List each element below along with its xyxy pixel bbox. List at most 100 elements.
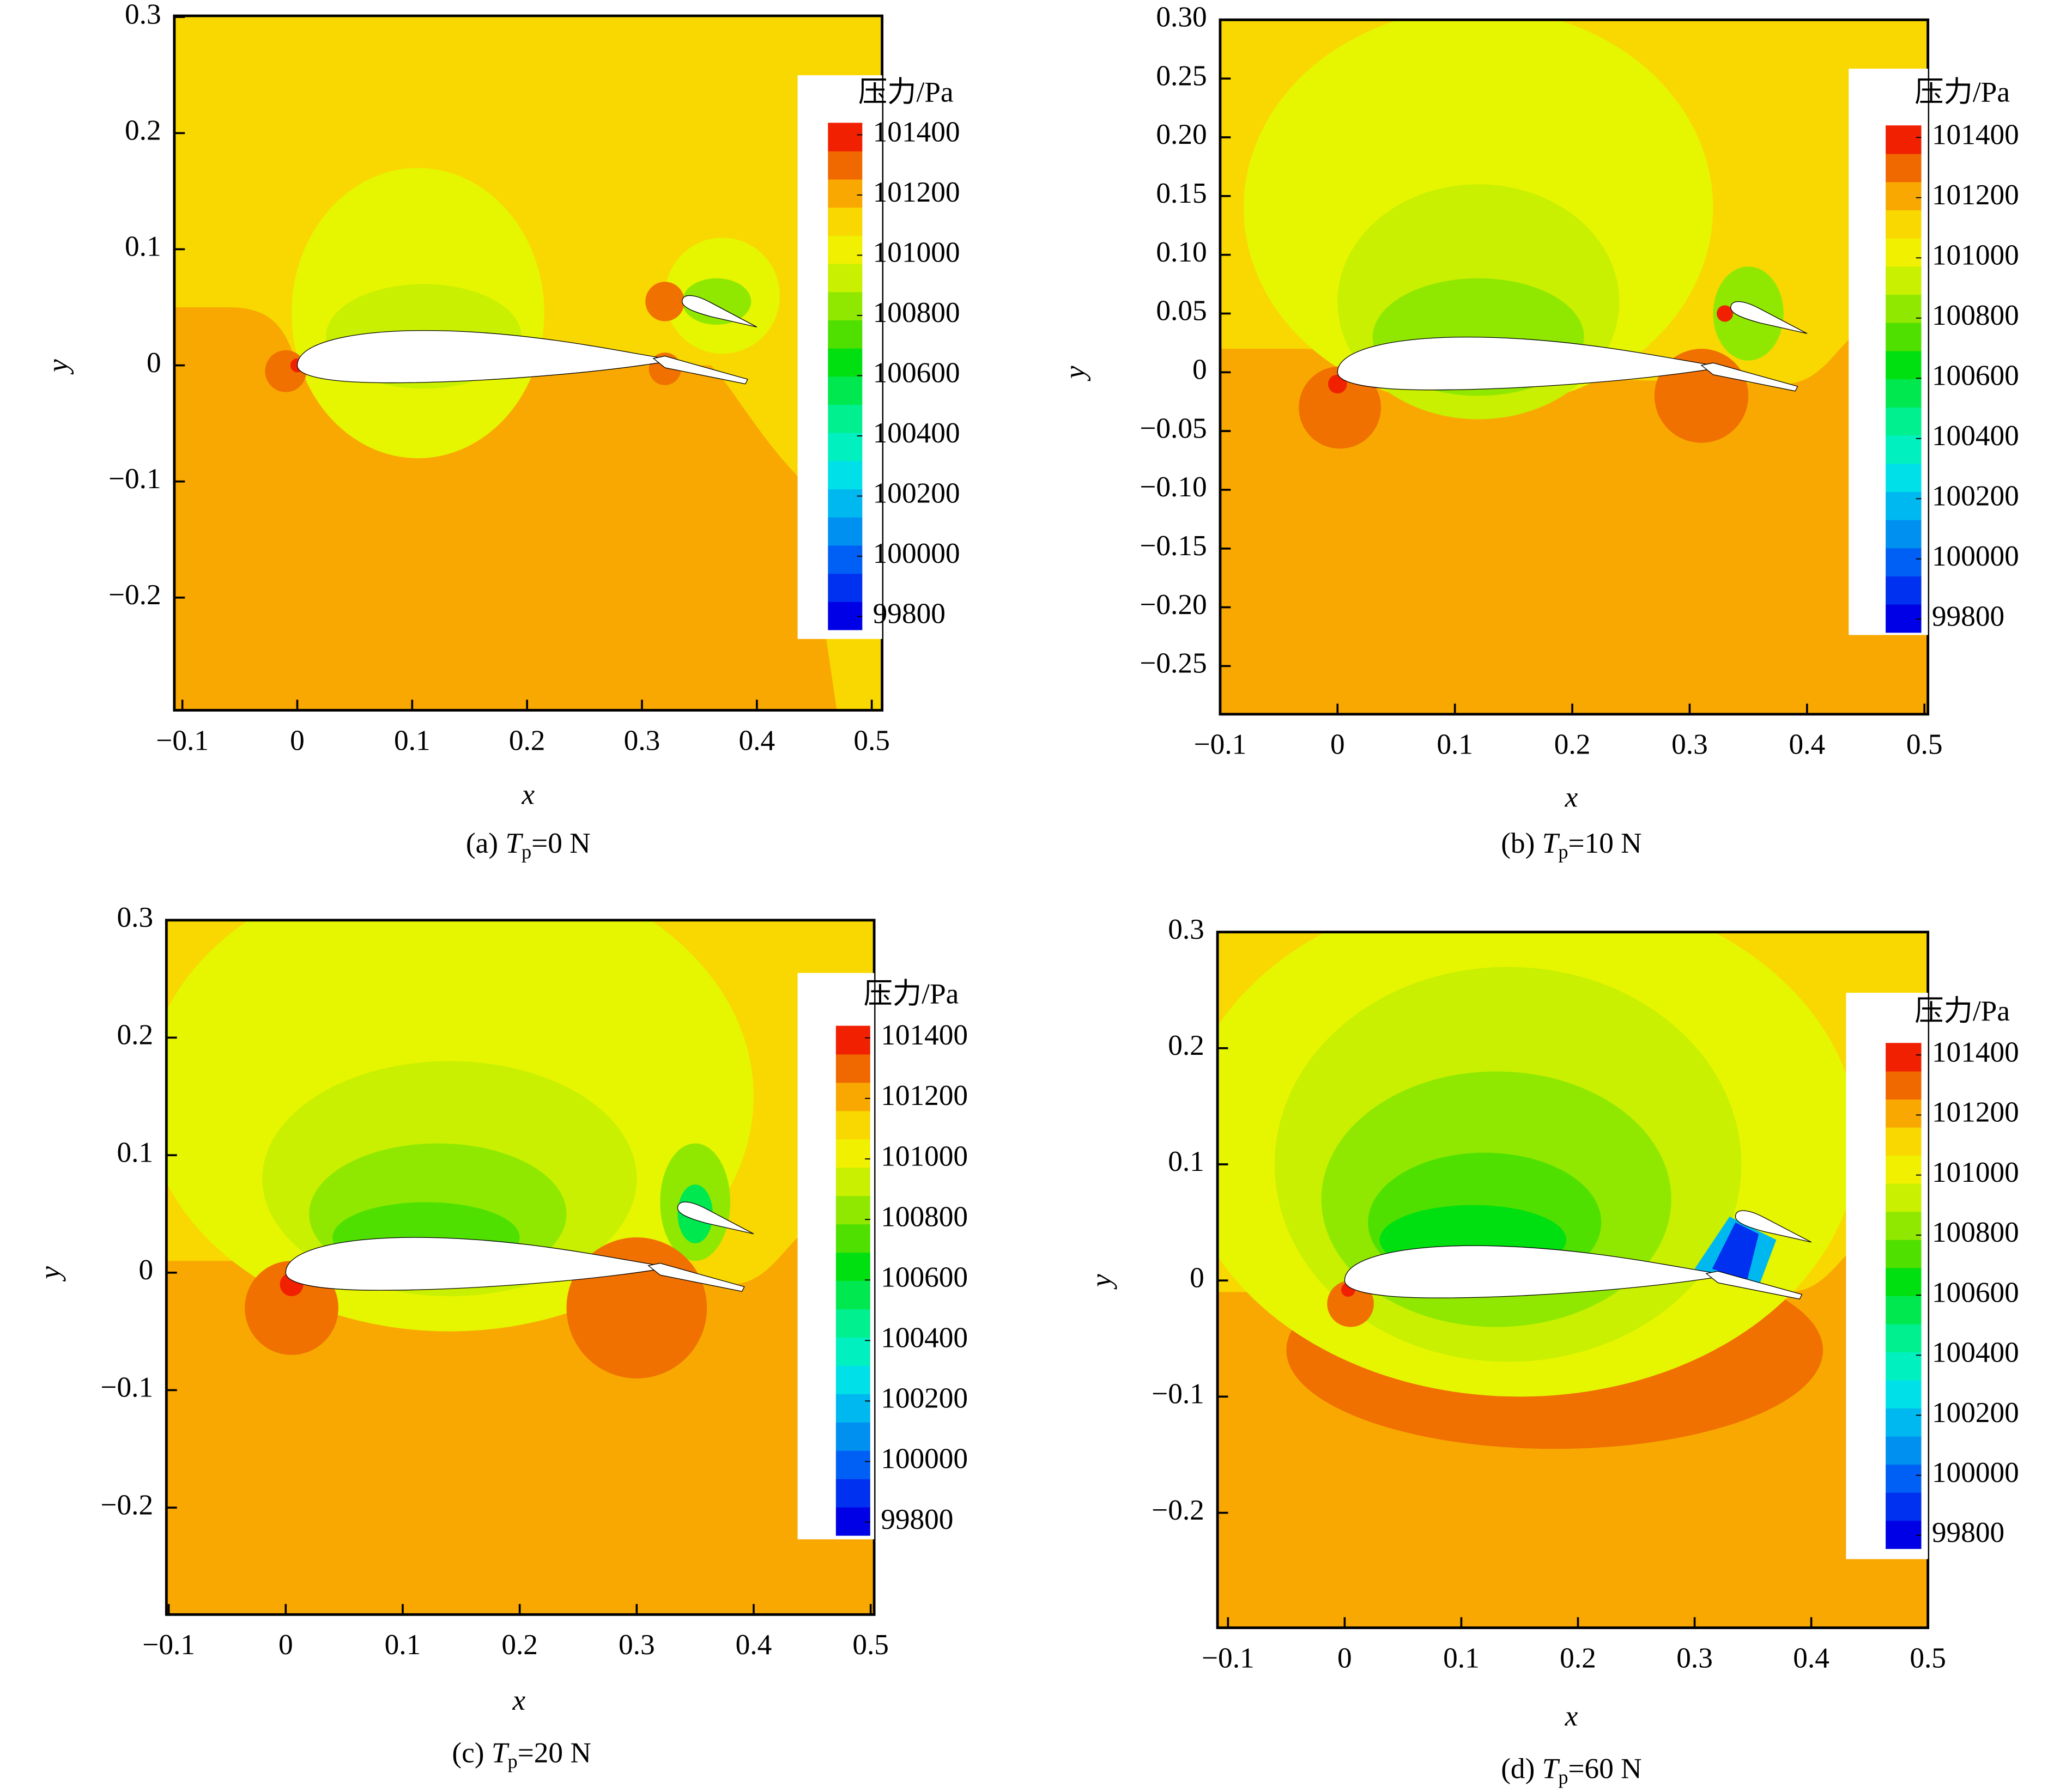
colorbar-band <box>828 404 863 433</box>
y-tick-label: 0.1 <box>117 1136 153 1168</box>
caption-prefix: (c) <box>452 1737 491 1769</box>
y-tick-label: 0.3 <box>125 0 161 30</box>
field-clip <box>1217 932 1928 1628</box>
x-axis-label: x <box>521 779 535 811</box>
y-tick-label: 0.05 <box>1156 295 1207 327</box>
colorbar-tick-label: 100600 <box>1932 1276 2019 1308</box>
colorbar-band <box>835 1479 870 1508</box>
colorbar-tick-label: 101000 <box>1932 239 2019 271</box>
caption: (d) Tp=60 N <box>1501 1753 1641 1789</box>
caption-prefix: (b) <box>1501 827 1542 859</box>
colorbar-band <box>1886 548 1922 576</box>
x-axis-label: x <box>1565 1700 1578 1732</box>
colorbar-band <box>828 291 863 320</box>
colorbar-band <box>835 1309 870 1338</box>
colorbar-band <box>1886 350 1922 380</box>
colorbar-band <box>1886 519 1922 549</box>
y-tick-label: −0.05 <box>1140 412 1207 444</box>
colorbar-title: 压力/Pa <box>864 978 959 1010</box>
caption-symbol: T <box>505 827 523 859</box>
colorbar-band <box>828 573 863 602</box>
caption: (a) Tp=0 N <box>466 827 591 863</box>
colorbar-band <box>1886 1408 1922 1437</box>
colorbar-band <box>1886 1464 1922 1493</box>
colorbar-tick-label: 99800 <box>881 1503 953 1535</box>
colorbar-tick-label: 100600 <box>873 357 960 389</box>
x-tick-label: 0.3 <box>1671 728 1708 761</box>
colorbar-band <box>828 517 863 546</box>
x-tick-label: 0.1 <box>394 724 431 756</box>
colorbar-band <box>1886 1127 1922 1156</box>
colorbar-band <box>828 207 863 236</box>
colorbar-band <box>1886 1323 1922 1353</box>
colorbar-tick-label: 101000 <box>1932 1156 2019 1188</box>
y-tick-label: 0.15 <box>1156 177 1207 209</box>
colorbar-band <box>1886 604 1922 633</box>
y-tick-label: 0.1 <box>1168 1145 1204 1177</box>
y-tick-label: 0.3 <box>1168 913 1204 945</box>
colorbar-band <box>835 1365 870 1394</box>
colorbar-band <box>1886 1071 1922 1100</box>
colorbar-band <box>1886 210 1922 239</box>
y-tick-label: 0 <box>138 1254 153 1286</box>
colorbar-band <box>828 602 863 630</box>
x-tick-label: 0.2 <box>501 1629 538 1661</box>
x-tick-label: 0.4 <box>1793 1642 1829 1674</box>
colorbar-tick-label: 100800 <box>1932 1216 2019 1248</box>
colorbar-band <box>1886 491 1922 520</box>
x-tick-label: 0 <box>290 724 305 756</box>
colorbar-band <box>1886 1099 1922 1128</box>
y-axis-label: y <box>42 359 74 375</box>
x-tick-label: 0 <box>1337 1642 1352 1674</box>
colorbar-band <box>828 545 863 574</box>
x-tick-label: −0.1 <box>1202 1642 1255 1674</box>
colorbar-tick-label: 100200 <box>1932 480 2019 512</box>
pressure-field <box>1220 20 1928 714</box>
colorbar-band <box>1886 1436 1922 1465</box>
colorbar-title: 压力/Pa <box>1914 76 2010 108</box>
colorbar-band <box>835 1110 870 1140</box>
colorbar-band <box>828 320 863 349</box>
colorbar-tick-label: 101400 <box>1932 1036 2019 1068</box>
caption-symbol: T <box>492 1737 510 1769</box>
colorbar-tick-label: 100400 <box>1932 1337 2019 1369</box>
y-tick-label: 0.20 <box>1156 118 1207 150</box>
y-tick-label: 0.3 <box>117 901 153 933</box>
x-tick-label: −0.1 <box>1194 728 1247 761</box>
colorbar-band <box>1886 1520 1922 1549</box>
x-tick-label: 0.1 <box>385 1629 421 1661</box>
field-clip <box>174 16 882 710</box>
colorbar-band <box>828 263 863 293</box>
caption: (c) Tp=20 N <box>452 1737 591 1773</box>
y-tick-label: 0.2 <box>117 1019 153 1051</box>
colorbar-tick-label: 100000 <box>873 537 960 569</box>
colorbar-band <box>835 1450 870 1479</box>
y-tick-label: 0 <box>1192 354 1207 386</box>
y-tick-label: −0.15 <box>1140 530 1207 562</box>
colorbar-band <box>835 1280 870 1310</box>
caption-suffix: =10 N <box>1568 827 1642 859</box>
colorbar-title: 压力/Pa <box>1914 995 2010 1027</box>
y-tick-label: 0 <box>147 347 161 379</box>
colorbar-band <box>1886 294 1922 323</box>
field-region <box>1220 325 1928 714</box>
colorbar-band <box>1886 1380 1922 1409</box>
y-tick-label: 0.30 <box>1156 1 1207 33</box>
y-tick-label: −0.2 <box>1152 1494 1204 1526</box>
x-tick-label: 0.4 <box>736 1629 772 1661</box>
colorbar-tick-label: 101200 <box>1932 1096 2019 1128</box>
x-tick-label: 0.4 <box>739 724 775 756</box>
caption-subscript: p <box>508 1751 518 1772</box>
y-tick-label: −0.2 <box>100 1489 153 1521</box>
colorbar-tick-label: 101000 <box>873 236 960 269</box>
colorbar-band <box>835 1422 870 1451</box>
field-region <box>645 282 684 321</box>
caption-prefix: (d) <box>1501 1753 1542 1785</box>
colorbar-band <box>1886 463 1922 492</box>
colorbar-tick-label: 100000 <box>881 1443 968 1475</box>
colorbar-tick-label: 99800 <box>1932 600 2004 633</box>
caption-suffix: =20 N <box>518 1737 591 1769</box>
colorbar-tick-label: 100000 <box>1932 540 2019 572</box>
y-axis-label: y <box>1085 1274 1117 1290</box>
colorbar-tick-label: 100600 <box>1932 360 2019 392</box>
